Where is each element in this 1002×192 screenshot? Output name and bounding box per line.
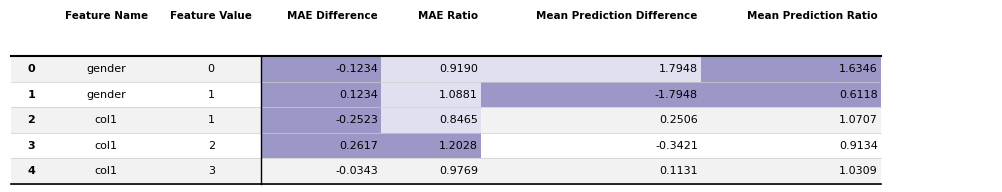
Bar	[381, 56, 481, 82]
Bar	[381, 133, 481, 158]
Text: 0.9190: 0.9190	[439, 64, 478, 74]
Text: 0.1234: 0.1234	[340, 90, 378, 100]
Bar	[262, 56, 381, 82]
Text: 1.2028: 1.2028	[439, 141, 478, 151]
Text: 2: 2	[207, 141, 214, 151]
Text: 0.6118: 0.6118	[839, 90, 878, 100]
Bar	[11, 82, 881, 107]
Text: 1: 1	[207, 90, 214, 100]
Text: -0.0343: -0.0343	[336, 166, 378, 176]
Bar	[11, 133, 881, 158]
Text: 1.0707: 1.0707	[839, 115, 878, 125]
Text: gender: gender	[86, 64, 126, 74]
Text: 0: 0	[27, 64, 35, 74]
Text: col1: col1	[95, 115, 118, 125]
Text: 4: 4	[27, 166, 35, 176]
Text: Feature Value: Feature Value	[170, 11, 253, 21]
Bar	[11, 107, 881, 133]
Text: Mean Prediction Ratio: Mean Prediction Ratio	[746, 11, 878, 21]
Bar	[262, 133, 381, 158]
Text: 2: 2	[27, 115, 35, 125]
Bar	[11, 158, 881, 184]
Text: MAE Ratio: MAE Ratio	[418, 11, 478, 21]
Text: 3: 3	[27, 141, 35, 151]
Text: -0.3421: -0.3421	[655, 141, 697, 151]
Text: 1: 1	[207, 115, 214, 125]
Bar	[11, 56, 881, 82]
Bar	[262, 107, 381, 133]
Text: gender: gender	[86, 90, 126, 100]
Bar	[700, 56, 881, 82]
Text: 0.9134: 0.9134	[839, 141, 878, 151]
Text: 3: 3	[207, 166, 214, 176]
Text: -0.2523: -0.2523	[336, 115, 378, 125]
Text: col1: col1	[95, 166, 118, 176]
Bar	[381, 82, 481, 107]
Text: 0.8465: 0.8465	[439, 115, 478, 125]
Text: 0.2617: 0.2617	[340, 141, 378, 151]
Text: 1.0309: 1.0309	[839, 166, 878, 176]
Text: 0.1131: 0.1131	[659, 166, 697, 176]
Bar	[381, 107, 481, 133]
Text: 0.2506: 0.2506	[659, 115, 697, 125]
Text: 1.0881: 1.0881	[439, 90, 478, 100]
Text: Mean Prediction Difference: Mean Prediction Difference	[536, 11, 697, 21]
Text: 0.9769: 0.9769	[439, 166, 478, 176]
Bar	[481, 82, 700, 107]
Text: -0.1234: -0.1234	[336, 64, 378, 74]
Bar	[262, 82, 381, 107]
Text: Feature Name: Feature Name	[65, 11, 148, 21]
Text: 1.7948: 1.7948	[658, 64, 697, 74]
Text: 0: 0	[207, 64, 214, 74]
Text: -1.7948: -1.7948	[654, 90, 697, 100]
Text: 1: 1	[27, 90, 35, 100]
Text: col1: col1	[95, 141, 118, 151]
Text: 1.6346: 1.6346	[839, 64, 878, 74]
Bar	[481, 56, 700, 82]
Bar	[700, 82, 881, 107]
Text: MAE Difference: MAE Difference	[288, 11, 378, 21]
